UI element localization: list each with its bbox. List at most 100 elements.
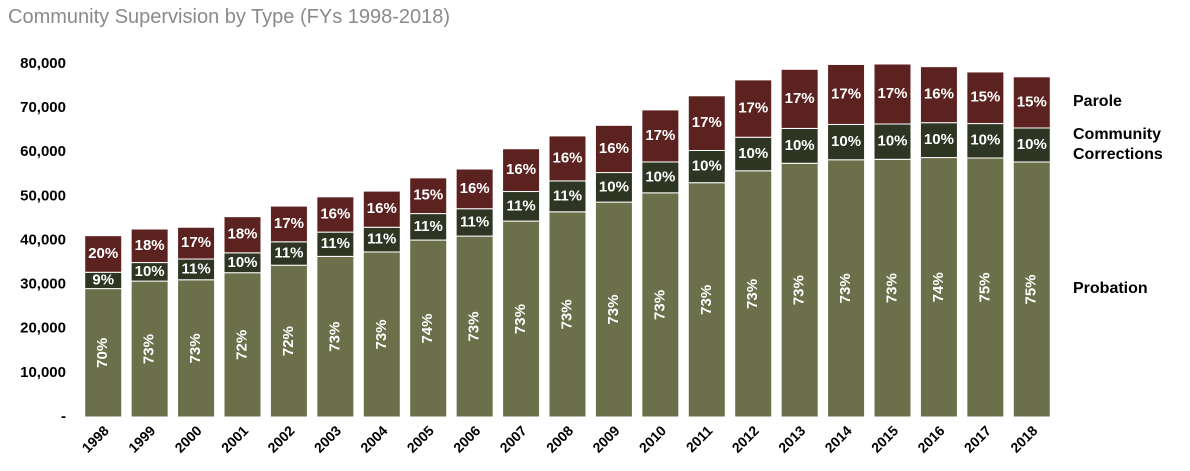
data-label: 72%: [233, 330, 250, 360]
bar-segment: [269, 205, 308, 243]
data-label: 10%: [135, 263, 165, 280]
data-label: 70%: [94, 338, 111, 368]
x-tick-label: 2004: [357, 422, 390, 455]
bar-segment: [1012, 161, 1051, 418]
bar-segment: [827, 63, 866, 125]
data-label: 75%: [976, 272, 993, 302]
data-label: 10%: [692, 158, 722, 175]
x-tick-label: 2013: [775, 422, 808, 455]
y-tick-label: 20,000: [20, 320, 66, 337]
data-label: 16%: [552, 149, 582, 166]
bar-segment: [316, 196, 355, 233]
y-tick-label: 30,000: [20, 276, 66, 293]
bar-segment: [966, 123, 1005, 159]
data-label: 20%: [88, 245, 118, 262]
bar-segment: [409, 177, 448, 215]
bar-segment: [780, 162, 819, 418]
x-tick-label: 2012: [729, 422, 762, 455]
data-label: 11%: [274, 244, 303, 261]
data-label: 16%: [320, 205, 350, 222]
x-tick-label: 2011: [683, 422, 716, 455]
data-label: 10%: [785, 137, 815, 154]
bar-segment: [502, 220, 541, 418]
bar-segment: [1012, 76, 1051, 129]
bar-segment: [873, 63, 912, 125]
bar-segment: [455, 208, 494, 237]
x-tick-label: 2015: [868, 422, 901, 455]
data-label: 17%: [692, 114, 722, 131]
x-tick-label: 2007: [496, 422, 529, 455]
data-label: 73%: [326, 322, 343, 352]
bar-segment: [548, 211, 587, 418]
y-tick-label: -: [61, 408, 66, 425]
data-label: 15%: [1017, 93, 1047, 110]
x-tick-label: 2005: [404, 422, 437, 455]
data-label: 10%: [831, 133, 861, 150]
legend-label: Parole: [1073, 93, 1122, 111]
data-label: 17%: [785, 90, 815, 107]
data-label: 74%: [930, 272, 947, 302]
data-label: 11%: [553, 187, 582, 204]
x-tick-label: 1999: [125, 422, 158, 455]
y-tick-label: 80,000: [20, 55, 66, 72]
data-label: 11%: [181, 260, 210, 277]
x-tick-label: 2008: [543, 422, 576, 455]
data-label: 11%: [414, 218, 443, 235]
bar-segment: [84, 288, 123, 418]
data-label: 17%: [181, 234, 211, 251]
bar-segment: [919, 157, 958, 418]
data-label: 11%: [460, 213, 489, 230]
data-label: 10%: [877, 133, 907, 150]
x-tick-label: 2002: [264, 422, 297, 455]
x-tick-label: 2009: [589, 422, 622, 455]
data-label: 73%: [187, 333, 204, 363]
bar-segment: [734, 136, 773, 172]
x-tick-label: 2016: [914, 422, 947, 455]
data-label: 73%: [744, 279, 761, 309]
bar-segment: [409, 239, 448, 418]
bar-segment: [502, 148, 541, 193]
data-label: 11%: [506, 197, 535, 214]
bar-segment: [594, 124, 633, 174]
data-label: 16%: [506, 161, 536, 178]
data-label: 75%: [1023, 274, 1040, 304]
bar-segment: [455, 168, 494, 210]
bar-segment: [362, 190, 401, 228]
data-label: 73%: [512, 304, 529, 334]
bar-segment: [919, 122, 958, 159]
data-label: 73%: [698, 285, 715, 315]
data-label: 73%: [883, 273, 900, 303]
data-label: 11%: [367, 231, 396, 248]
bar-segment: [548, 180, 587, 213]
bar-segment: [641, 109, 680, 163]
bar-segment: [84, 235, 123, 273]
y-tick-label: 70,000: [20, 99, 66, 116]
bar-segment: [734, 79, 773, 138]
data-label: 73%: [791, 275, 808, 305]
bar-segment: [316, 255, 355, 418]
data-label: 15%: [970, 89, 1000, 106]
data-label: 10%: [970, 132, 1000, 149]
data-label: 10%: [924, 131, 954, 148]
bar-segment: [734, 170, 773, 418]
x-tick-label: 2000: [171, 422, 204, 455]
data-label: 10%: [645, 168, 675, 185]
data-label: 9%: [92, 271, 114, 288]
data-label: 15%: [413, 187, 443, 204]
data-label: 10%: [1017, 136, 1047, 153]
bar-segment: [641, 192, 680, 418]
data-label: 74%: [419, 314, 436, 344]
bar-segment: [641, 161, 680, 194]
data-label: 73%: [605, 295, 622, 325]
x-tick-label: 1998: [79, 422, 112, 455]
data-label: 10%: [227, 254, 257, 271]
bar-segment: [780, 127, 819, 164]
x-tick-label: 2017: [961, 422, 994, 455]
bar-segment: [269, 264, 308, 418]
data-label: 17%: [831, 85, 861, 102]
bar-segment: [687, 149, 726, 184]
bar-segment: [1012, 127, 1051, 163]
bar-segment: [223, 216, 262, 254]
